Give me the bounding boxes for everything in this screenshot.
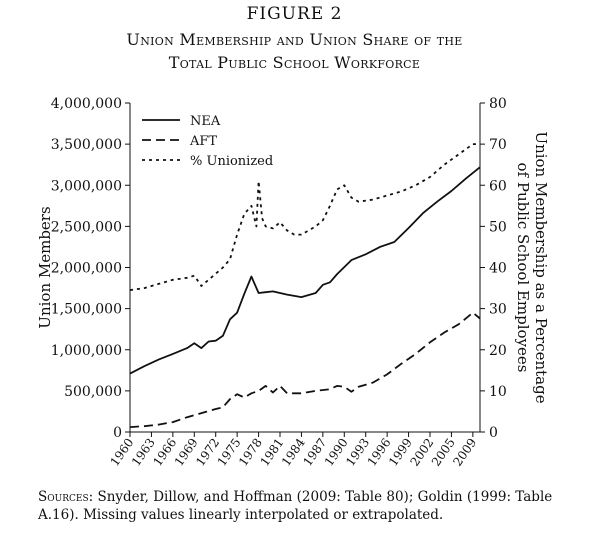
y-tick-label-left: 0 [113,425,122,441]
y-tick-label-left: 500,000 [64,384,122,400]
line-chart: Union Members Union Membership as a Perce… [36,96,550,469]
y-axis-title-left: Union Members [36,206,54,328]
sources-note: Sources: Snyder, Dillow, and Hoffman (20… [38,488,583,524]
sources-text: Snyder, Dillow, and Hoffman (2009: Table… [38,489,553,523]
legend-box [134,107,264,171]
x-tick-label: 2009 [450,436,479,469]
y-tick-label-right: 60 [489,178,507,194]
y-tick-label-left: 1,500,000 [51,302,122,318]
y-tick-label-right: 0 [489,425,498,441]
figure-title-line2: Total Public School Workforce [168,53,421,72]
series-line-aft [129,311,481,428]
y-tick-label-left: 3,000,000 [51,178,122,194]
legend-label: AFT [189,134,217,149]
y-tick-label-left: 4,000,000 [51,96,122,112]
y-axis-title-right-line1: Union Membership as a Percentage [532,131,550,403]
y-tick-label-right: 80 [489,96,507,112]
y-tick-label-left: 3,500,000 [51,137,122,153]
legend-label: % Unionized [190,154,273,169]
figure-number: FIGURE 2 [246,4,343,24]
legend-label: NEA [190,114,221,129]
y-tick-label-right: 20 [489,343,507,359]
y-tick-label-left: 2,000,000 [51,261,122,277]
figure-title-line1: Union Membership and Union Share of the [126,30,463,49]
y-tick-label-right: 40 [489,261,507,277]
y-tick-label-right: 30 [489,302,507,318]
y-tick-label-right: 70 [489,137,507,153]
sources-label: Sources: [38,489,94,505]
y-tick-label-right: 50 [489,219,507,235]
series-line-nea [129,166,481,375]
y-tick-label-left: 2,500,000 [51,219,122,235]
y-axis-title-right-line2: of Public School Employees [514,163,532,373]
y-tick-label-right: 10 [489,384,507,400]
y-tick-label-left: 1,000,000 [51,343,122,359]
